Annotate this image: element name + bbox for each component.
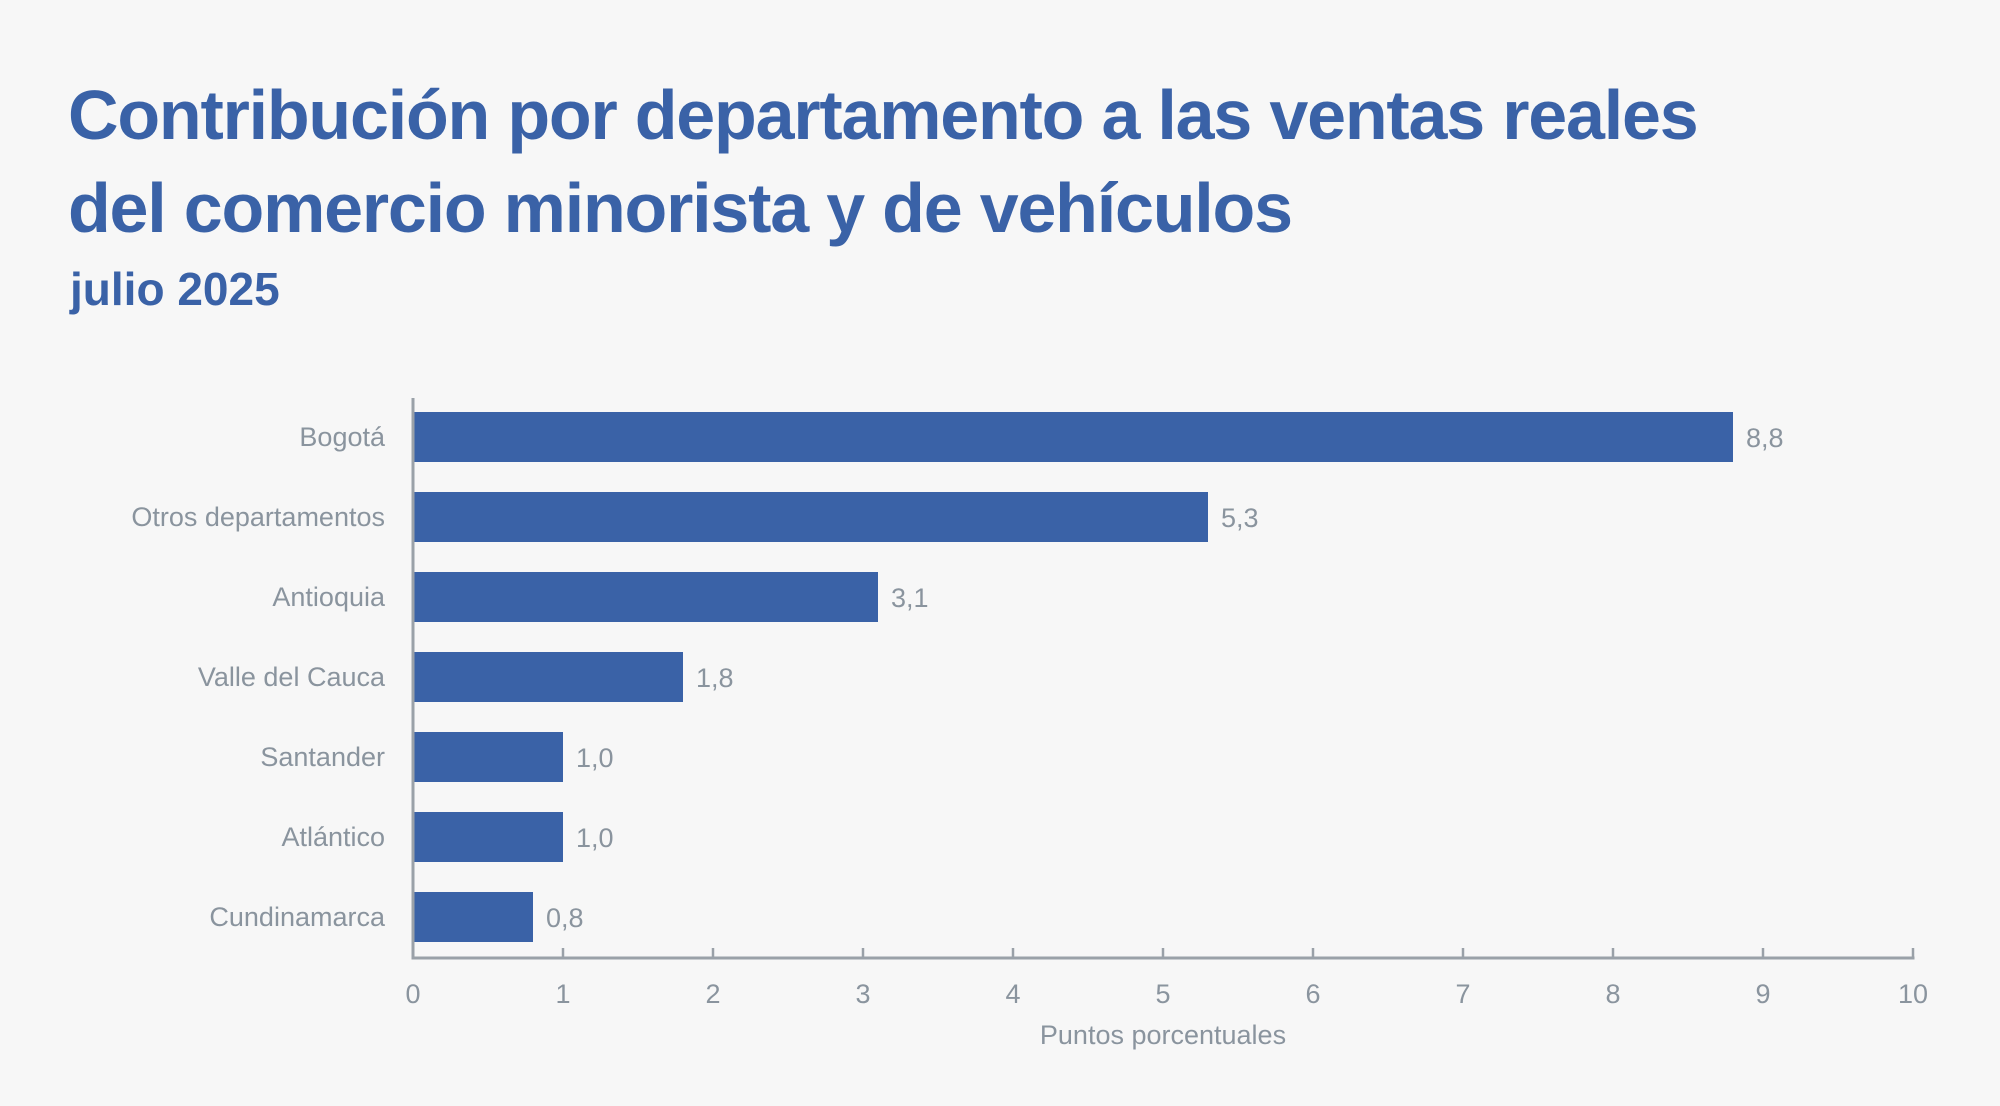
chart-title-line-1: Contribución por departamento a las vent… (68, 76, 1699, 154)
category-label: Otros departamentos (131, 502, 385, 532)
x-tick-label: 1 (555, 979, 570, 1009)
x-tick-label: 7 (1455, 979, 1470, 1009)
value-label: 1,0 (576, 743, 614, 773)
value-label: 1,8 (696, 663, 734, 693)
chart-title-line-2: del comercio minorista y de vehículos (68, 169, 1293, 247)
x-tick-label: 2 (705, 979, 720, 1009)
x-axis-title: Puntos porcentuales (1040, 1020, 1286, 1050)
x-tick-label: 3 (855, 979, 870, 1009)
category-label: Bogotá (299, 422, 386, 452)
category-label: Valle del Cauca (198, 662, 386, 692)
x-tick-label: 5 (1155, 979, 1170, 1009)
category-label: Antioquia (272, 582, 386, 612)
bar (413, 572, 878, 622)
value-label: 0,8 (546, 903, 584, 933)
category-label: Cundinamarca (209, 902, 386, 932)
bars-group (413, 412, 1733, 942)
x-axis-tick-labels: 0 1 2 3 4 5 6 7 8 9 10 (405, 979, 1928, 1009)
category-label: Atlántico (281, 822, 385, 852)
x-axis-ticks (561, 948, 1915, 958)
value-label: 1,0 (576, 823, 614, 853)
x-tick-label: 4 (1005, 979, 1020, 1009)
x-tick-label: 9 (1755, 979, 1770, 1009)
x-tick-label: 8 (1605, 979, 1620, 1009)
bar (413, 892, 533, 942)
category-labels: Bogotá Otros departamentos Antioquia Valle … (131, 422, 386, 932)
value-label: 8,8 (1746, 423, 1784, 453)
x-tick-label: 0 (405, 979, 420, 1009)
x-tick-label: 6 (1305, 979, 1320, 1009)
bar (413, 652, 683, 702)
category-label: Santander (260, 742, 385, 772)
value-labels: 8,8 5,3 3,1 1,8 1,0 1,0 0,8 (546, 423, 1784, 933)
x-tick-label: 10 (1898, 979, 1928, 1009)
bar (413, 412, 1733, 462)
bar (413, 812, 563, 862)
bar (413, 732, 563, 782)
value-label: 5,3 (1221, 503, 1259, 533)
chart-subtitle: julio 2025 (70, 263, 280, 315)
bar (413, 492, 1208, 542)
value-label: 3,1 (891, 583, 929, 613)
